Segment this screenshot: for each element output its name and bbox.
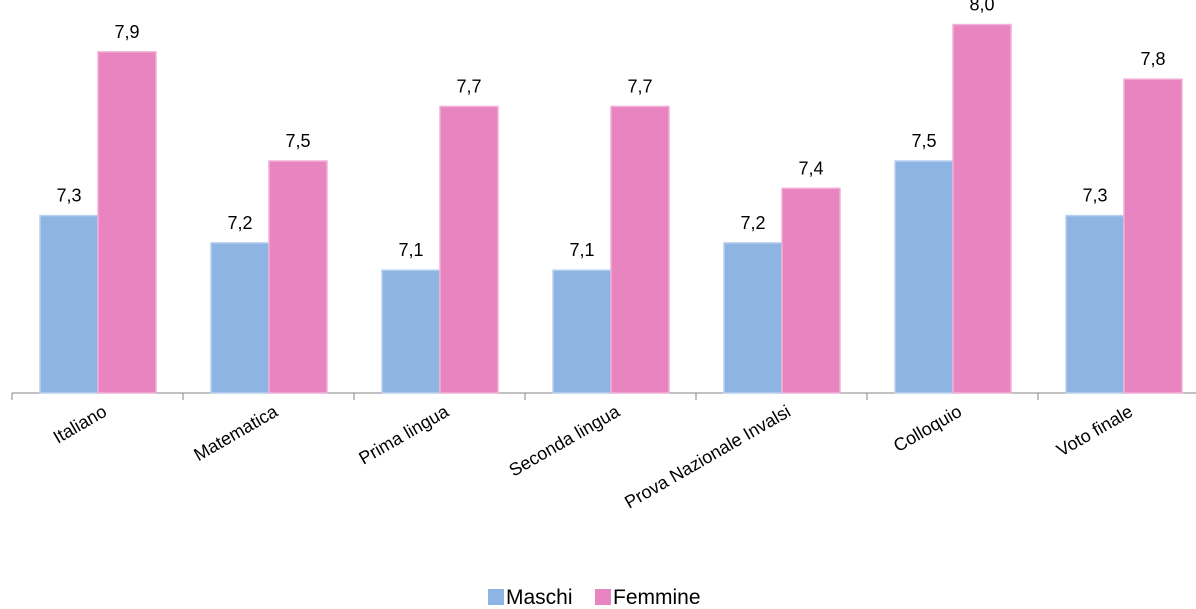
data-label: 7,9 xyxy=(114,22,139,42)
x-tick-label: Matematica xyxy=(190,401,281,465)
bar xyxy=(39,214,99,394)
bar xyxy=(381,269,441,394)
x-tick-label: Colloquio xyxy=(890,401,965,456)
bar xyxy=(894,160,954,394)
data-label: 7,1 xyxy=(398,240,423,260)
bar xyxy=(552,269,612,394)
data-label: 7,2 xyxy=(227,213,252,233)
bar xyxy=(1065,214,1125,394)
data-label: 7,4 xyxy=(798,158,823,178)
bar xyxy=(610,105,670,394)
legend-swatch xyxy=(595,589,611,605)
x-tick-label: Seconda lingua xyxy=(506,401,624,481)
bar xyxy=(952,23,1012,394)
bar xyxy=(210,242,270,394)
bar xyxy=(1123,78,1183,394)
bar xyxy=(439,105,499,394)
data-label: 7,1 xyxy=(569,240,594,260)
x-tick-label: Prova Nazionale Invalsi xyxy=(621,401,794,512)
data-label: 8,0 xyxy=(969,0,994,15)
x-tick-label: Italiano xyxy=(50,401,110,447)
data-label: 7,7 xyxy=(456,76,481,96)
data-label: 7,3 xyxy=(56,186,81,206)
x-tick-label: Voto finale xyxy=(1053,401,1136,460)
legend-label: Femmine xyxy=(613,586,701,609)
data-label: 7,3 xyxy=(1082,186,1107,206)
data-label: 7,2 xyxy=(740,213,765,233)
data-label: 7,5 xyxy=(285,131,310,151)
legend-swatch xyxy=(488,589,504,605)
bar xyxy=(723,242,783,394)
data-label: 7,5 xyxy=(911,131,936,151)
data-label: 7,7 xyxy=(627,76,652,96)
bar xyxy=(268,160,328,394)
data-label: 7,8 xyxy=(1140,49,1165,69)
bar xyxy=(781,187,841,394)
legend-label: Maschi xyxy=(506,586,573,609)
bar xyxy=(97,51,157,394)
x-tick-label: Prima lingua xyxy=(355,401,452,469)
